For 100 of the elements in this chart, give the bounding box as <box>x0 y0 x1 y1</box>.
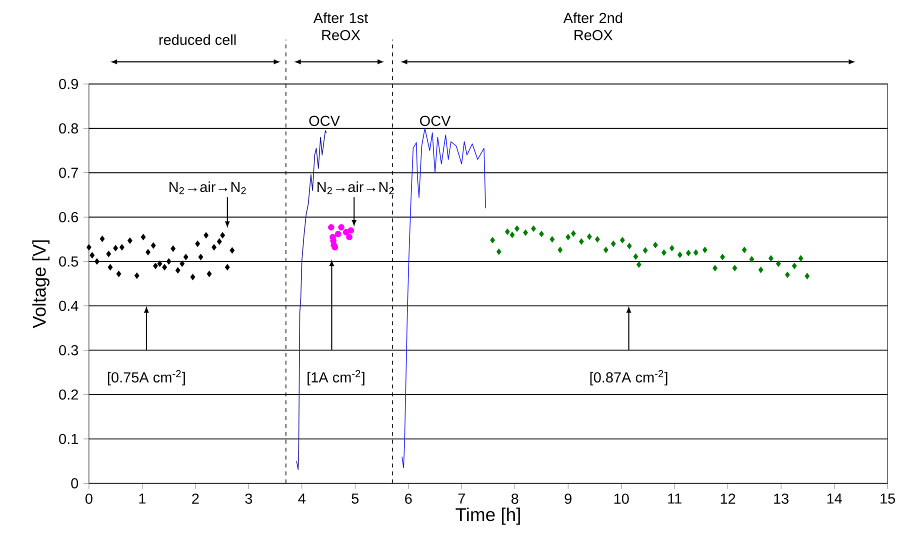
point <box>220 232 226 239</box>
point <box>146 249 150 256</box>
point <box>677 252 682 258</box>
x-tick-label: 7 <box>458 494 465 504</box>
point <box>586 234 592 240</box>
y-tick-label: 0.8 <box>59 123 78 134</box>
x-axis-title: Time [h] <box>456 508 520 525</box>
y-tick-label: 0.1 <box>59 434 78 444</box>
line-series <box>402 128 486 468</box>
point <box>669 245 674 252</box>
point <box>170 246 176 252</box>
x-tick-label: 1 <box>139 494 146 504</box>
point <box>610 240 616 248</box>
point <box>338 224 344 231</box>
point <box>510 232 515 238</box>
annotation: N$_{2}$→air→N$_{2}$ <box>318 182 394 194</box>
point <box>490 237 495 244</box>
point <box>712 265 718 272</box>
point <box>531 226 536 232</box>
point <box>749 256 754 263</box>
point <box>328 224 334 231</box>
point <box>768 255 774 262</box>
y-tick-label: 0.4 <box>59 300 78 312</box>
point <box>693 250 698 256</box>
point <box>558 246 563 254</box>
point <box>776 260 781 268</box>
point <box>732 265 738 272</box>
point <box>116 270 122 278</box>
point <box>212 244 217 251</box>
x-tick-label: 4 <box>298 494 306 504</box>
point <box>166 258 172 265</box>
point <box>106 250 112 258</box>
point <box>539 230 544 238</box>
point <box>523 230 528 236</box>
x-tick-label: 3 <box>245 494 252 504</box>
point <box>190 274 196 280</box>
point <box>113 245 118 252</box>
point <box>686 250 691 256</box>
x-tick-label: 15 <box>880 494 895 504</box>
point <box>183 254 188 260</box>
point <box>346 234 352 240</box>
point <box>120 244 124 251</box>
x-tick-label: 13 <box>774 494 788 504</box>
point <box>804 273 810 280</box>
point <box>128 238 132 244</box>
point <box>642 247 648 254</box>
point <box>216 238 222 245</box>
y-axis-title: Voltage [V] <box>32 240 50 328</box>
point <box>348 227 354 234</box>
point <box>720 254 725 260</box>
x-tick-label: 9 <box>564 494 572 504</box>
point <box>620 237 625 244</box>
annotation: N$_{2}$→air→N$_{2}$ <box>170 182 246 194</box>
point <box>785 272 790 278</box>
point <box>504 228 510 236</box>
point <box>652 242 658 248</box>
point <box>496 248 502 256</box>
text: reduced cell <box>159 34 236 46</box>
x-tick-label: 12 <box>720 494 736 504</box>
x-tick-label: 0 <box>85 494 92 504</box>
point <box>206 270 212 278</box>
point <box>514 226 520 232</box>
point <box>603 246 608 254</box>
text: After 2nd ReOX <box>563 12 622 40</box>
point <box>230 247 235 254</box>
point <box>94 258 100 265</box>
x-tick-label: 14 <box>827 494 842 504</box>
x-tick-label: 8 <box>511 494 518 504</box>
point <box>633 254 638 260</box>
annotation: OCV <box>420 116 451 126</box>
point <box>157 260 162 268</box>
point <box>594 236 600 243</box>
point <box>150 242 156 249</box>
point <box>175 267 180 274</box>
point <box>134 272 140 280</box>
point <box>566 234 571 240</box>
point <box>198 254 204 260</box>
point <box>550 236 555 243</box>
annotation: OCV <box>309 116 340 126</box>
point <box>162 264 167 271</box>
annotation: [0.87A cm$^{-2}$] <box>590 370 668 386</box>
point <box>195 240 200 248</box>
line-series <box>296 130 327 470</box>
x-tick-label: 11 <box>668 494 682 504</box>
y-tick-label: 0.5 <box>59 256 78 267</box>
y-tick-label: 0.6 <box>59 212 78 222</box>
point <box>636 262 642 268</box>
point <box>570 230 576 237</box>
point <box>798 255 804 262</box>
point <box>578 238 584 245</box>
point <box>140 234 146 240</box>
annotation: [1A cm$^{-2}$] <box>308 370 364 386</box>
annotation: [0.75A cm$^{-2}$] <box>108 370 185 386</box>
point <box>224 264 230 271</box>
x-tick-label: 2 <box>192 494 199 504</box>
y-tick-label: 0 <box>71 478 78 489</box>
point <box>792 262 797 270</box>
point <box>153 262 158 270</box>
point <box>100 236 105 242</box>
point <box>332 244 338 251</box>
